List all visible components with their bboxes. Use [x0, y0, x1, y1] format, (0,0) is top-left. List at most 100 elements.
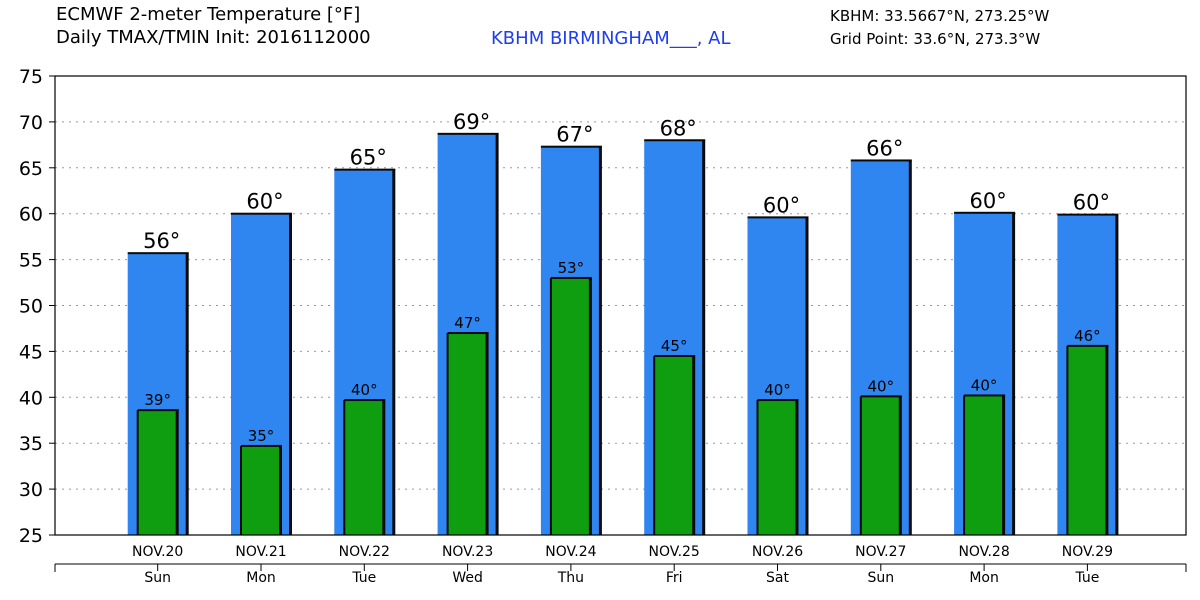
station-name: KBHM BIRMINGHAM___, AL — [491, 28, 731, 49]
tmin-label: 40° — [351, 381, 378, 399]
tmin-label: 40° — [971, 376, 998, 394]
tmin-bar — [860, 396, 901, 535]
tmax-bar-edge — [598, 146, 602, 535]
x-date-label: NOV.25 — [649, 544, 700, 560]
tmax-bar-top — [1057, 213, 1119, 216]
tmax-label: 65° — [350, 146, 387, 170]
tmin-bar-edge — [692, 355, 696, 535]
tmin-bar-edge — [795, 400, 799, 535]
plot-frame — [54, 75, 1187, 536]
tmin-bar-left-edge — [343, 400, 346, 535]
x-date-label: NOV.29 — [1062, 544, 1113, 560]
tmax-bar-edge — [185, 253, 189, 535]
x-day-label: Fri — [666, 570, 683, 586]
tmin-bar-edge — [588, 277, 592, 535]
x-day-label: Tue — [1074, 570, 1099, 586]
tmax-bar-top — [437, 132, 499, 135]
tmin-label: 53° — [558, 259, 585, 277]
grid-lines — [55, 121, 1186, 490]
tmin-bar-left-edge — [756, 400, 759, 535]
tmin-bar-edge — [175, 410, 179, 535]
tmin-bar-left-edge — [1066, 345, 1069, 535]
station-coordinates: KBHM: 33.5667°N, 273.25°W — [830, 7, 1050, 25]
y-tick-label: 40 — [19, 387, 43, 409]
tmin-bar-edge — [1105, 345, 1109, 535]
tmax-label: 60° — [763, 193, 800, 217]
y-tick-label: 75 — [19, 66, 43, 88]
tmax-label: 68° — [660, 116, 697, 140]
x-day-label: Sat — [766, 570, 789, 586]
tmin-label: 35° — [248, 427, 275, 445]
tmin-bar — [654, 355, 695, 535]
x-date-label: NOV.26 — [752, 544, 803, 560]
tmax-bar-top — [334, 168, 396, 171]
x-date-label: NOV.24 — [545, 544, 596, 560]
y-tick-label: 30 — [19, 479, 43, 501]
tmin-bar — [1067, 345, 1108, 535]
tmin-bar-left-edge — [549, 277, 552, 535]
tmin-bar-top — [757, 399, 799, 402]
grid-point-coordinates: Grid Point: 33.6°N, 273.3°W — [830, 30, 1041, 48]
tmin-bar-top — [1067, 344, 1109, 347]
tmin-bar-left-edge — [859, 396, 862, 535]
tmax-bar-top — [954, 211, 1016, 214]
tmax-bar-top — [644, 139, 706, 142]
x-day-label: Sun — [144, 570, 171, 586]
x-day-label: Wed — [452, 570, 483, 586]
tmax-bar-top — [540, 145, 602, 148]
tmin-bar-left-edge — [963, 395, 966, 535]
x-date-label: NOV.22 — [339, 544, 390, 560]
tmax-bar-edge — [1115, 214, 1119, 536]
tmin-label: 46° — [1074, 327, 1101, 345]
tmax-bar-edge — [495, 133, 499, 536]
labels: 25 30 35 40 45 50 55 60 65 70 75 56° 39° NOV.20 Sun 60°… — [19, 66, 1113, 586]
tmin-label: 45° — [661, 337, 688, 355]
tmax-label: 69° — [453, 110, 490, 134]
tmax-label: 66° — [866, 136, 903, 160]
tmin-bar — [550, 277, 591, 535]
axes — [49, 75, 1187, 572]
tmin-bar — [344, 400, 385, 535]
tmax-bar-top — [850, 159, 912, 162]
x-date-label: NOV.20 — [132, 544, 183, 560]
y-tick-label: 35 — [19, 433, 43, 455]
tmin-bar-top — [550, 276, 592, 279]
tmax-bar-edge — [1012, 212, 1016, 536]
y-tick-label: 55 — [19, 250, 43, 272]
bars — [127, 132, 1119, 536]
x-date-label: NOV.23 — [442, 544, 493, 560]
tmin-bar — [964, 395, 1005, 535]
x-day-label: Mon — [969, 570, 999, 586]
y-tick-label: 65 — [19, 158, 43, 180]
tmin-bar-left-edge — [136, 410, 139, 535]
y-tick-label: 25 — [19, 525, 43, 547]
tmax-bar-edge — [908, 160, 912, 535]
tmax-label: 60° — [1073, 191, 1110, 215]
x-day-label: Sun — [867, 570, 894, 586]
tmin-bar — [241, 445, 281, 535]
tmin-bar — [447, 333, 488, 535]
tmin-bar-left-edge — [653, 355, 656, 535]
tmax-bar-edge — [702, 140, 706, 535]
tmin-bar — [757, 400, 798, 535]
tmin-bar-edge — [1002, 395, 1006, 535]
tmax-bar-top — [747, 216, 809, 219]
tmax-bar-top — [231, 212, 292, 215]
tmin-bar-top — [137, 409, 179, 412]
tmin-bar-top — [860, 395, 902, 398]
y-tick-label: 60 — [19, 204, 43, 226]
x-date-label: NOV.28 — [958, 544, 1009, 560]
tmin-bar-top — [654, 354, 696, 357]
chart-title: ECMWF 2-meter Temperature [°F] — [56, 4, 361, 25]
tmin-bar — [137, 410, 178, 535]
tmax-bar-top — [127, 252, 189, 255]
tmin-bar-edge — [485, 333, 489, 535]
y-tick-label: 45 — [19, 341, 43, 363]
tmax-label: 60° — [969, 189, 1006, 213]
x-day-label: Tue — [351, 570, 376, 586]
tmin-bar-edge — [898, 396, 902, 535]
tmin-bar-top — [447, 332, 489, 335]
tmin-label: 40° — [764, 381, 791, 399]
tmax-label: 60° — [246, 190, 283, 214]
